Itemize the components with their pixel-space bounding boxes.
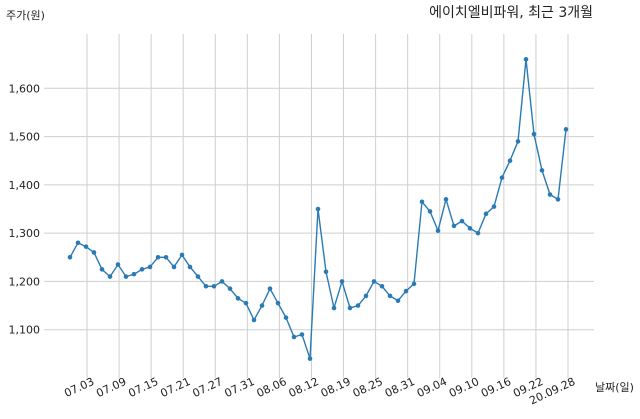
- data-point: [371, 279, 377, 284]
- data-point: [539, 168, 545, 173]
- y-tick-labels: 1,100 1,200 1,300 1,400 1,500 1,600: [9, 82, 41, 336]
- data-point: [467, 226, 473, 231]
- data-point: [291, 334, 297, 340]
- data-point: [219, 279, 225, 284]
- data-point: [363, 293, 369, 299]
- data-point: [483, 211, 489, 217]
- x-tick-label: 08.19: [319, 375, 353, 400]
- x-tick-label: 07.31: [223, 375, 257, 400]
- data-point: [323, 269, 329, 275]
- data-point: [299, 332, 305, 337]
- data-point: [107, 274, 113, 279]
- data-point: [139, 267, 145, 272]
- data-point: [227, 286, 233, 291]
- y-axis-label: 주가(원): [6, 9, 45, 22]
- chart-title: 에이치엘비파워, 최근 3개월: [429, 5, 593, 21]
- data-point: [435, 228, 441, 234]
- data-point: [339, 279, 345, 284]
- x-tick-label: 09.04: [415, 375, 449, 400]
- data-points: [67, 57, 569, 361]
- data-point: [187, 264, 193, 270]
- x-tick-label: 08.06: [255, 375, 289, 400]
- x-tick-label: 09.10: [447, 375, 481, 400]
- data-point: [203, 283, 209, 289]
- grid: [44, 34, 594, 378]
- data-point: [283, 315, 289, 320]
- x-tick-label: 09.16: [479, 375, 513, 400]
- data-point: [523, 57, 529, 62]
- data-point: [155, 254, 161, 260]
- data-point: [331, 305, 337, 311]
- data-point: [451, 223, 457, 229]
- data-point: [387, 293, 393, 299]
- y-tick-label: 1,500: [9, 131, 41, 144]
- x-tick-label: 08.31: [383, 375, 417, 400]
- data-point: [195, 274, 201, 279]
- data-point: [99, 267, 105, 272]
- data-point: [411, 281, 417, 287]
- data-point: [275, 300, 281, 306]
- y-tick-label: 1,100: [9, 324, 41, 337]
- data-point: [235, 296, 241, 301]
- data-point: [531, 131, 537, 137]
- data-point: [131, 271, 137, 277]
- y-tick-label: 1,600: [9, 82, 41, 95]
- data-point: [83, 244, 89, 249]
- data-point: [403, 288, 409, 294]
- data-point: [171, 264, 177, 270]
- data-point: [507, 158, 513, 164]
- data-point: [499, 175, 505, 180]
- data-point: [395, 298, 401, 304]
- data-point: [555, 197, 561, 202]
- x-tick-label: 07.27: [190, 375, 224, 400]
- data-point: [67, 254, 73, 260]
- data-point: [307, 356, 313, 361]
- data-point: [315, 206, 321, 212]
- data-point: [163, 254, 169, 260]
- data-point: [547, 192, 553, 197]
- data-point: [115, 262, 121, 267]
- y-tick-label: 1,300: [9, 227, 41, 240]
- data-point: [179, 252, 185, 258]
- data-point: [243, 300, 249, 306]
- x-tick-label: 07.09: [94, 375, 128, 400]
- x-tick-label: 07.15: [126, 375, 160, 400]
- data-point: [379, 283, 385, 289]
- data-point: [475, 230, 481, 236]
- data-point: [427, 209, 433, 214]
- data-point: [443, 197, 449, 202]
- data-point: [515, 139, 521, 144]
- data-point: [267, 286, 273, 291]
- x-tick-label: 07.21: [158, 375, 192, 400]
- data-point: [459, 218, 465, 224]
- y-tick-label: 1,400: [9, 179, 41, 192]
- data-point: [251, 317, 257, 323]
- x-tick-labels: 07.0307.0907.1507.2107.2707.3108.0608.12…: [62, 375, 577, 407]
- x-tick-label: 08.12: [287, 375, 321, 400]
- data-point: [259, 303, 265, 308]
- x-axis-label: 날짜(일): [595, 380, 634, 394]
- y-tick-label: 1,200: [9, 275, 41, 288]
- x-tick-label: 07.03: [62, 375, 96, 400]
- data-point: [563, 127, 569, 132]
- data-point: [123, 274, 129, 279]
- data-point: [419, 199, 425, 205]
- data-point: [355, 303, 361, 308]
- x-tick-label: 08.25: [351, 375, 385, 400]
- data-point: [147, 264, 153, 270]
- data-point: [75, 240, 81, 246]
- data-point: [347, 305, 353, 311]
- data-point: [91, 250, 97, 255]
- data-point: [491, 204, 497, 209]
- data-point: [211, 283, 217, 289]
